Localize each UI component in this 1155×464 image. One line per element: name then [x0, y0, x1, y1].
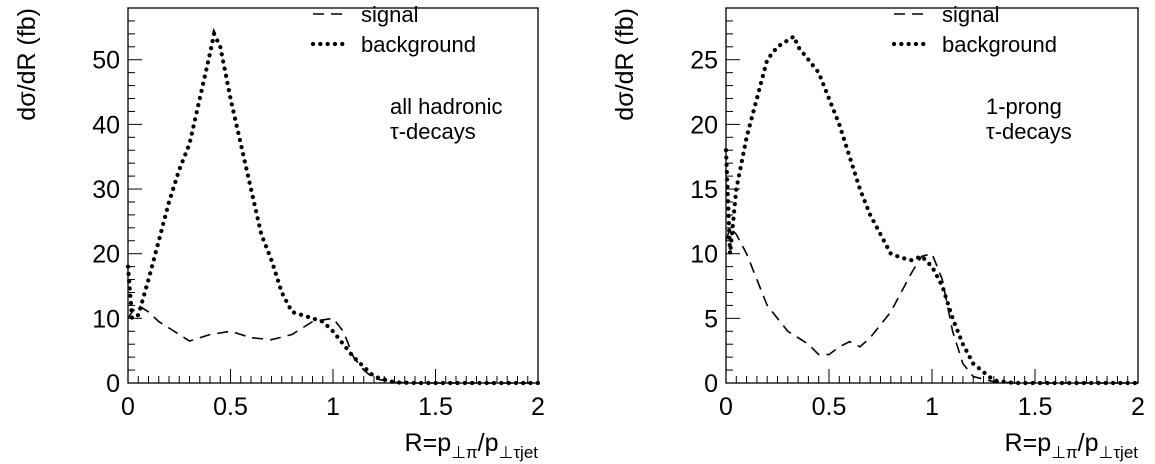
x-label-mid: /p	[1078, 429, 1099, 457]
annotation-line-2: τ-decays	[390, 119, 476, 144]
y-tick-label: 0	[704, 370, 718, 398]
series-background	[125, 27, 541, 386]
x-label-base: R=p	[405, 429, 452, 457]
plot-frame	[725, 7, 1139, 384]
x-label-sub1: ⊥π	[1051, 443, 1078, 462]
x-tick-label: 1.5	[418, 393, 453, 421]
x-tick-label: 1	[326, 393, 340, 421]
y-axis-label: dσ/dR (fb)	[611, 8, 639, 121]
x-tick-label: 0.5	[812, 393, 847, 421]
x-label-mid: /p	[478, 429, 499, 457]
legend-label-background: background	[361, 32, 476, 57]
legend-label-signal: signal	[361, 2, 418, 27]
y-axis-label: dσ/dR (fb)	[13, 8, 41, 121]
panel-all-hadronic: 0 0.5 1 1.5 2 0 10 20 30 40 50 dσ/dR (fb) R=p⊥π/p⊥τj…	[0, 0, 577, 464]
x-tick-label: 0	[719, 393, 733, 421]
legend-label-background: background	[942, 32, 1057, 57]
annotation-line-1: all hadronic	[390, 94, 503, 119]
x-tick-label: 2	[1131, 393, 1145, 421]
annotation-line-1: 1-prong	[986, 94, 1062, 119]
plot-frame	[127, 7, 539, 384]
legend-label-signal: signal	[942, 2, 999, 27]
y-tick-label: 15	[690, 176, 718, 204]
panel-1-prong: 0 0.5 1 1.5 2 0 5 10 15 20 25 dσ/dR (fb) R=p⊥π/p⊥τje…	[578, 0, 1155, 464]
y-tick-label: 20	[92, 241, 120, 269]
x-label-sub1: ⊥π	[451, 443, 478, 462]
x-axis-label: R=p⊥π/p⊥τjet	[405, 429, 539, 462]
y-tick-label: 30	[92, 176, 120, 204]
annotation-line-2: τ-decays	[986, 119, 1072, 144]
y-tick-label: 10	[92, 305, 120, 333]
x-tick-label: 0.5	[213, 393, 248, 421]
x-axis-label: R=p⊥π/p⊥τjet	[1005, 429, 1139, 462]
x-label-base: R=p	[1005, 429, 1052, 457]
y-tick-label: 25	[690, 47, 718, 75]
x-tick-label: 1.5	[1018, 393, 1053, 421]
x-tick-label: 0	[121, 393, 135, 421]
x-tick-label: 2	[531, 393, 545, 421]
y-tick-label: 20	[690, 111, 718, 139]
series-background	[723, 33, 1141, 386]
y-tick-label: 10	[690, 241, 718, 269]
y-tick-label: 5	[704, 305, 718, 333]
y-tick-label: 40	[92, 111, 120, 139]
series-signal	[725, 226, 1138, 384]
y-tick-label: 0	[106, 370, 120, 398]
x-tick-label: 1	[925, 393, 939, 421]
x-label-sub2: ⊥τjet	[499, 443, 539, 462]
x-label-sub2: ⊥τjet	[1099, 443, 1139, 462]
y-tick-label: 50	[92, 47, 120, 75]
